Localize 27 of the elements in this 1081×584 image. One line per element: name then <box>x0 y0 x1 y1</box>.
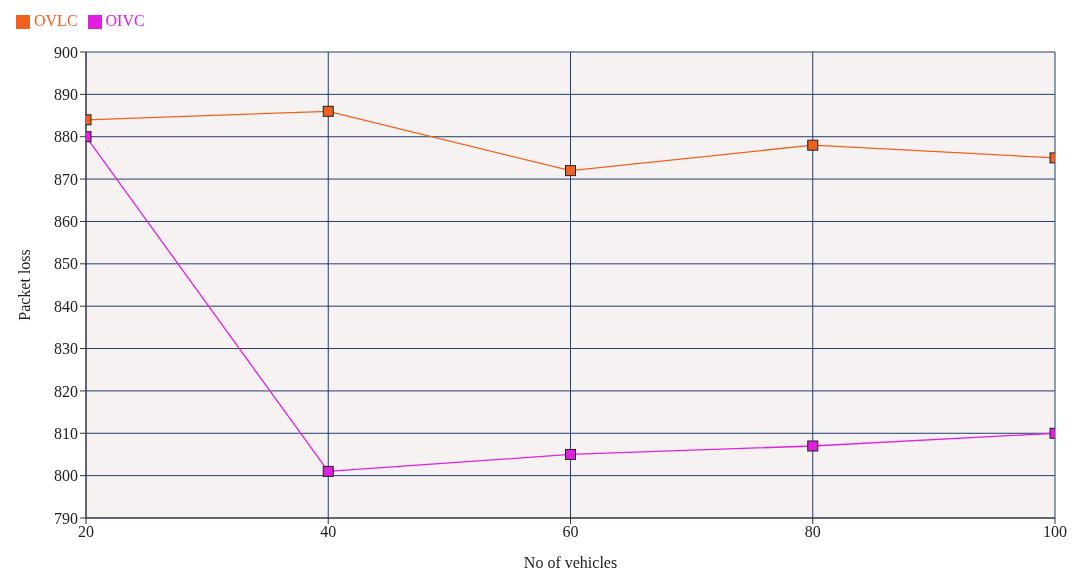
x-tick-label: 100 <box>1043 523 1067 541</box>
x-axis-title: No of vehicles <box>523 554 618 571</box>
point <box>322 105 334 117</box>
y-tick-label: 820 <box>54 382 78 400</box>
x-tick-label: 80 <box>804 523 821 541</box>
y-tick-label: 870 <box>54 170 78 188</box>
y-axis-title: Packet loss <box>15 249 33 321</box>
point <box>565 165 576 177</box>
y-tick-label: 890 <box>54 86 78 104</box>
point <box>322 465 334 477</box>
point <box>807 440 819 452</box>
point <box>807 139 819 151</box>
y-tick-label: 790 <box>54 509 78 527</box>
point <box>565 448 576 460</box>
y-tick-label: 880 <box>54 128 78 146</box>
y-tick-label: 810 <box>54 424 78 442</box>
y-tick-label: 830 <box>54 340 78 358</box>
x-tick-label: 20 <box>78 523 94 541</box>
y-tick-label: 860 <box>54 213 78 231</box>
y-tick-label: 900 <box>54 43 78 61</box>
y-tick-label: 840 <box>54 297 78 315</box>
legend-label: OVLC <box>34 12 78 29</box>
x-tick-label: 40 <box>320 523 337 541</box>
y-tick-label: 850 <box>54 255 78 273</box>
x-tick-label: 60 <box>562 523 579 541</box>
legend-label: OIVC <box>105 12 145 29</box>
y-tick-label: 800 <box>54 467 78 485</box>
